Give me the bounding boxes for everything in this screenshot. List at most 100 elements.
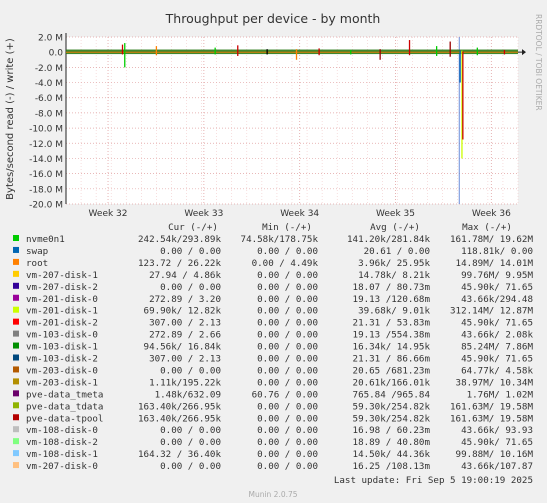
legend-cur: 272.89 / 3.20 <box>149 294 221 305</box>
legend-min: 0.00 / 0.00 <box>257 318 318 329</box>
legend-avg: 19.13 /554.38m <box>353 330 431 341</box>
legend-name: pve-data-tpool <box>26 413 103 424</box>
legend-max: 45.90k/ 71.65 <box>461 437 533 448</box>
legend-cur: 242.54k/293.89k <box>138 234 221 245</box>
legend-name: pve-data_tdata <box>26 401 103 412</box>
legend-name: vm-201-disk-0 <box>26 294 98 305</box>
legend-avg: 39.68k/ 9.01k <box>358 306 430 317</box>
legend-swatch <box>13 378 19 385</box>
legend-max: 43.66k/ 93.93 <box>461 425 533 436</box>
legend-swatch <box>13 366 19 373</box>
x-tick-label: Week 32 <box>89 209 128 219</box>
legend-min: 0.00 / 0.00 <box>257 282 318 293</box>
legend-cur: 272.89 / 2.66 <box>149 330 221 341</box>
legend-min: 0.00 / 0.00 <box>257 377 318 388</box>
y-tick-label: -6.0 M <box>35 94 63 104</box>
legend-avg: 20.61 / 0.00 <box>364 246 430 257</box>
legend-min: 0.00 / 0.00 <box>257 365 318 376</box>
legend-cur: 1.11k/195.22k <box>149 377 221 388</box>
legend-cur: 0.00 / 0.00 <box>160 437 221 448</box>
munin-version: Munin 2.0.75 <box>248 490 297 499</box>
legend-max: 45.90k/ 71.65 <box>461 354 533 365</box>
legend-max: 64.77k/ 4.58k <box>461 365 533 376</box>
legend-swatch <box>13 426 19 433</box>
legend-swatch <box>13 414 19 421</box>
legend-avg: 59.30k/254.82k <box>353 401 431 412</box>
legend-cur: 0.00 / 0.00 <box>160 365 221 376</box>
legend-avg: 20.61k/166.01k <box>353 377 431 388</box>
legend-max: 99.88M/ 10.16M <box>456 449 534 460</box>
y-tick-label: -14.0 M <box>29 155 63 165</box>
legend-max: 1.76M/ 1.02M <box>467 389 534 400</box>
legend-min: 0.00 / 0.00 <box>257 246 318 257</box>
legend-name: swap <box>26 246 48 257</box>
legend-max: 99.76M/ 9.95M <box>461 270 533 281</box>
legend-max: 85.24M/ 7.86M <box>461 342 533 353</box>
y-tick-labels: 2.0 M 0.0 -2.0 M -4.0 M -6.0 M -8.0 M -10.0 M -… <box>29 34 63 211</box>
legend-avg: 765.84 /965.84 <box>353 389 431 400</box>
legend-swatch <box>13 246 19 253</box>
y-tick-label: -20.0 M <box>29 201 63 211</box>
legend-swatch <box>13 235 19 241</box>
legend-name: pve-data_tmeta <box>26 389 103 400</box>
legend-max: 161.78M/ 19.62M <box>450 234 533 245</box>
legend-max: 14.89M/ 14.01M <box>456 258 534 269</box>
legend-min: 0.00 / 0.00 <box>257 354 318 365</box>
y-tick-label: -16.0 M <box>29 170 63 180</box>
legend-min: 0.00 / 0.00 <box>257 270 318 281</box>
legend-avg: 16.98 / 60.23m <box>353 425 431 436</box>
legend-name: vm-203-disk-1 <box>26 377 98 388</box>
legend-max: 45.90k/ 71.65 <box>461 282 533 293</box>
legend-header-cur: Cur (-/+) <box>168 222 218 233</box>
legend-cur: 307.00 / 2.13 <box>149 354 221 365</box>
x-tick-labels: Week 32 Week 33 Week 34 Week 35 Week 36 <box>89 209 512 219</box>
legend: Cur (-/+) Min (-/+) Avg (-/+) Max (-/+) … <box>13 222 533 472</box>
legend-swatch <box>13 306 19 313</box>
legend-cur: 0.00 / 0.00 <box>160 425 221 436</box>
x-tick-label: Week 35 <box>376 209 415 219</box>
watermark: RRDTOOL / TOBI OETIKER <box>534 14 543 111</box>
legend-name: nvme0n1 <box>26 234 65 245</box>
legend-max: 43.66k/107.87 <box>461 461 533 472</box>
legend-swatch <box>13 294 19 301</box>
legend-swatch <box>13 270 19 277</box>
y-tick-label: -2.0 M <box>35 64 63 74</box>
legend-cur: 27.94 / 4.86k <box>149 270 221 281</box>
legend-avg: 59.30k/254.82k <box>353 413 431 424</box>
legend-min: 0.00 / 0.00 <box>257 294 318 305</box>
legend-max: 43.66k/294.48 <box>461 294 533 305</box>
y-tick-label: -8.0 M <box>35 109 63 119</box>
legend-swatch <box>13 402 19 409</box>
y-tick-label: -18.0 M <box>29 185 63 195</box>
legend-header-avg: Avg (-/+) <box>370 222 420 233</box>
legend-cur: 164.32 / 36.40k <box>138 449 221 460</box>
legend-swatch <box>13 390 19 397</box>
legend-name: vm-207-disk-2 <box>26 282 98 293</box>
legend-cur: 163.40k/266.95k <box>138 401 221 412</box>
legend-max: 312.14M/ 12.87M <box>450 306 533 317</box>
y-tick-label: 2.0 M <box>38 34 63 44</box>
legend-cur: 0.00 / 0.00 <box>160 461 221 472</box>
legend-name: vm-103-disk-1 <box>26 342 98 353</box>
legend-min: 0.00 / 0.00 <box>257 413 318 424</box>
legend-min: 0.00 / 0.00 <box>257 306 318 317</box>
legend-name: vm-201-disk-1 <box>26 306 98 317</box>
legend-swatch <box>13 330 19 337</box>
legend-avg: 19.13 /120.68m <box>353 294 431 305</box>
x-tick-label: Week 34 <box>280 209 319 219</box>
legend-avg: 3.96k/ 25.95k <box>358 258 430 269</box>
series-lines <box>66 40 518 159</box>
legend-swatch <box>13 282 19 289</box>
legend-header-max: Max (-/+) <box>462 222 512 233</box>
legend-swatch <box>13 258 19 265</box>
legend-avg: 18.07 / 80.73m <box>353 282 431 293</box>
legend-cur: 0.00 / 0.00 <box>160 246 221 257</box>
legend-min: 0.00 / 0.00 <box>257 449 318 460</box>
legend-name: vm-108-disk-0 <box>26 425 98 436</box>
legend-avg: 21.31 / 86.66m <box>353 354 431 365</box>
legend-name: vm-207-disk-0 <box>26 461 98 472</box>
y-axis-label: Bytes/second read (-) / write (+) <box>5 38 16 200</box>
legend-cur: 307.00 / 2.13 <box>149 318 221 329</box>
legend-avg: 18.89 / 40.80m <box>353 437 431 448</box>
